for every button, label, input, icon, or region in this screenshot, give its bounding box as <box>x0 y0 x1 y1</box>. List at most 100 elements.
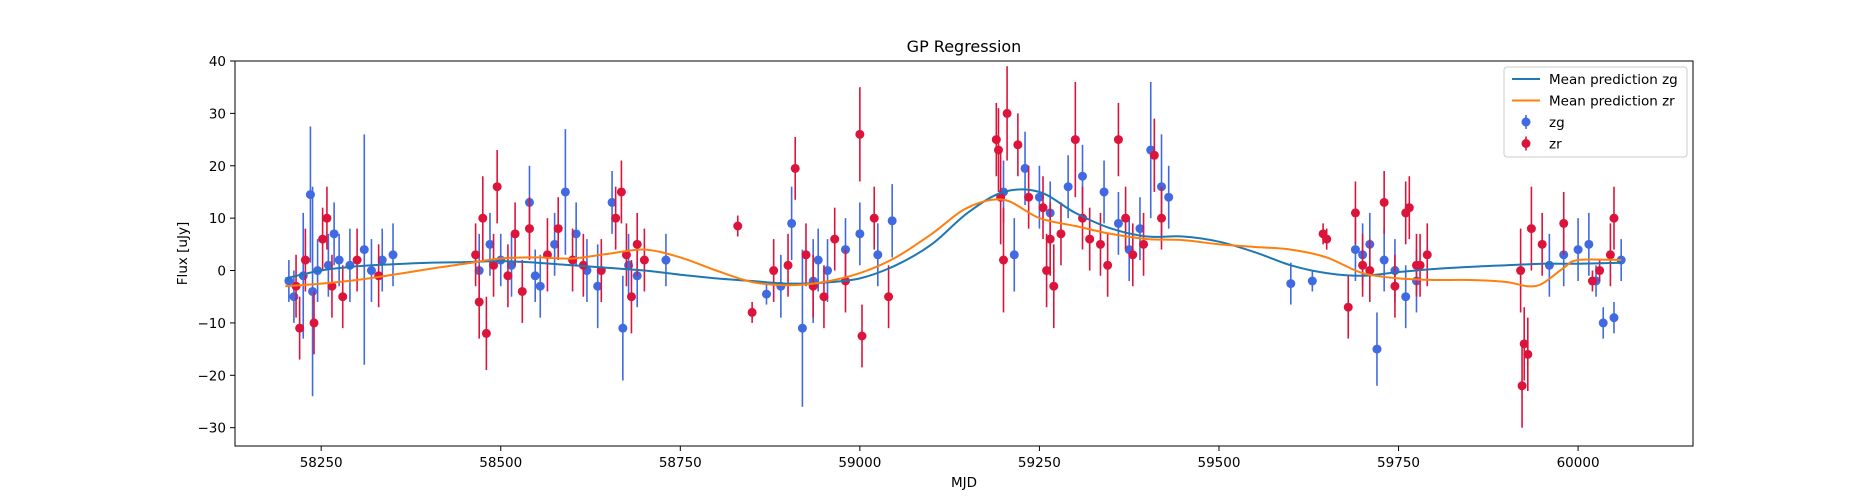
data-point <box>568 255 578 265</box>
y-axis-label: Flux [uJy] <box>175 222 191 285</box>
data-point <box>1024 192 1034 202</box>
data-point <box>471 250 481 260</box>
data-point <box>289 292 299 302</box>
data-point <box>1519 339 1529 349</box>
data-point <box>1113 135 1123 145</box>
data-point <box>1605 250 1615 260</box>
data-point <box>733 221 743 231</box>
data-point <box>517 286 527 296</box>
legend-swatch <box>1521 117 1531 127</box>
data-point <box>1379 197 1389 207</box>
data-point <box>626 292 636 302</box>
x-tick-label: 59750 <box>1377 455 1420 471</box>
data-point <box>790 163 800 173</box>
chart-title: GP Regression <box>907 37 1022 56</box>
data-point <box>560 187 570 197</box>
data-point <box>787 218 797 228</box>
data-point <box>1517 381 1527 391</box>
data-point <box>322 213 332 223</box>
data-point <box>661 255 671 265</box>
x-tick-label: 60000 <box>1557 455 1600 471</box>
data-point <box>1609 313 1619 323</box>
data-point <box>830 234 840 244</box>
series-line-mean-prediction-zr <box>285 198 1622 288</box>
data-point <box>481 328 491 338</box>
legend-label: zr <box>1549 137 1562 153</box>
data-point <box>305 190 315 200</box>
data-point <box>492 182 502 192</box>
data-point <box>632 239 642 249</box>
data-point <box>1038 203 1048 213</box>
data-point <box>1113 218 1123 228</box>
data-point <box>1135 224 1145 234</box>
data-point <box>1544 260 1554 270</box>
x-tick-label: 58500 <box>479 455 522 471</box>
x-tick-label: 59500 <box>1197 455 1240 471</box>
data-point <box>1164 192 1174 202</box>
y-tick-label: 30 <box>209 106 226 122</box>
data-point <box>1063 182 1073 192</box>
data-point <box>318 234 328 244</box>
data-point <box>1415 260 1425 270</box>
data-point <box>496 255 506 265</box>
data-point <box>1390 281 1400 291</box>
series-line-mean-prediction-zg <box>285 188 1622 285</box>
legend-label: Mean prediction zr <box>1549 94 1675 110</box>
data-point <box>474 297 484 307</box>
data-point <box>1070 135 1080 145</box>
data-point <box>1078 171 1088 181</box>
y-tick-label: −30 <box>198 421 227 437</box>
data-point <box>1365 266 1375 276</box>
data-point <box>1350 245 1360 255</box>
data-point <box>1587 276 1597 286</box>
x-tick-label: 58250 <box>300 455 343 471</box>
data-point <box>530 271 540 281</box>
data-point <box>1372 344 1382 354</box>
data-point <box>1013 140 1023 150</box>
data-point <box>571 229 581 239</box>
data-point <box>797 323 807 333</box>
plot-area <box>284 66 1626 428</box>
x-tick-label: 59000 <box>838 455 881 471</box>
axes-frame <box>234 60 1694 447</box>
data-point <box>503 271 513 281</box>
data-point <box>1042 266 1052 276</box>
legend-label: Mean prediction zg <box>1549 72 1678 88</box>
data-point <box>1095 239 1105 249</box>
data-point <box>309 318 319 328</box>
data-point <box>747 307 757 317</box>
data-point <box>761 289 771 299</box>
y-tick-label: 40 <box>209 54 226 70</box>
y-tick-label: 10 <box>209 211 226 227</box>
data-point <box>887 216 897 226</box>
data-point <box>295 323 305 333</box>
data-point <box>1149 150 1159 160</box>
data-point <box>553 224 563 234</box>
data-point <box>329 229 339 239</box>
data-point <box>873 250 883 260</box>
data-point <box>323 260 333 270</box>
y-tick-label: 0 <box>217 264 226 280</box>
x-tick-label: 58750 <box>659 455 702 471</box>
data-point <box>616 187 626 197</box>
data-point <box>366 266 376 276</box>
data-point <box>1002 108 1012 118</box>
data-point <box>478 213 488 223</box>
data-point <box>1595 266 1605 276</box>
data-point <box>489 260 499 270</box>
data-point <box>1350 208 1360 218</box>
legend-label: zg <box>1549 115 1565 131</box>
y-tick-label: −10 <box>198 316 227 332</box>
data-point <box>1584 239 1594 249</box>
data-point <box>377 255 387 265</box>
data-point <box>345 260 355 270</box>
data-point <box>1537 239 1547 249</box>
data-point <box>550 239 560 249</box>
data-point <box>485 239 495 249</box>
data-point <box>855 229 865 239</box>
data-point <box>535 281 545 291</box>
data-point <box>801 250 811 260</box>
y-tick-label: −20 <box>198 368 227 384</box>
legend-entry: Mean prediction zr <box>1512 94 1675 110</box>
data-point <box>1009 250 1019 260</box>
